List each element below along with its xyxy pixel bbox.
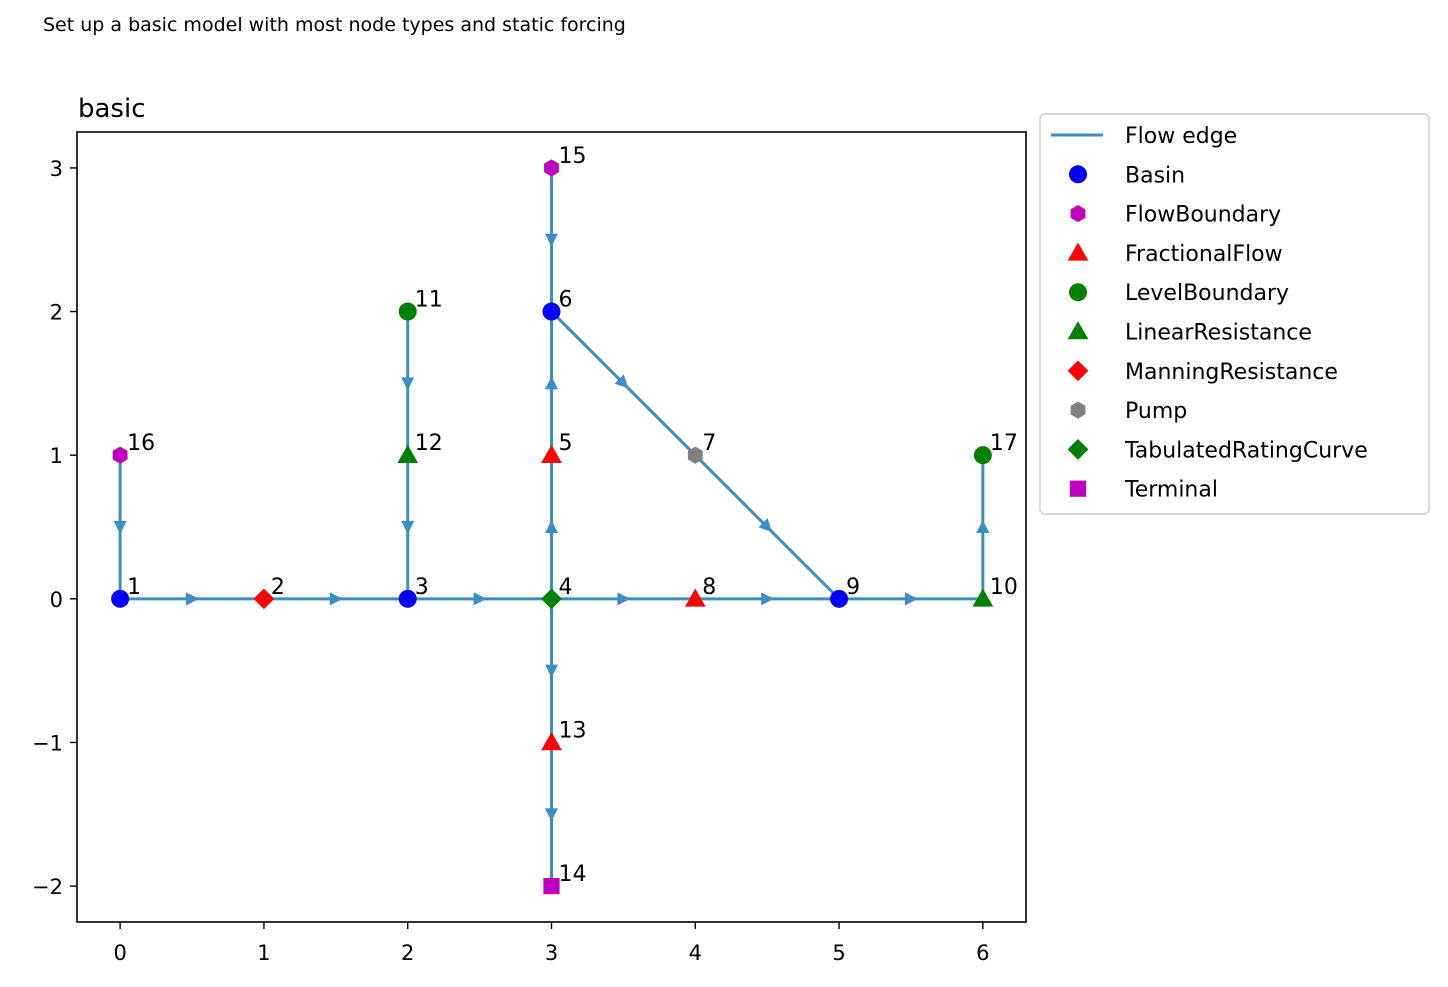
- flow-arrow-icon: [113, 521, 127, 534]
- flow-arrow-icon: [976, 520, 990, 533]
- node-marker: [542, 302, 561, 321]
- y-tick-label: 3: [50, 157, 63, 181]
- edges-layer: [113, 167, 990, 887]
- y-tick-label: 1: [50, 444, 63, 468]
- node-label: 17: [990, 431, 1018, 456]
- flow-arrow-icon: [401, 377, 415, 391]
- flow-arrow-icon: [473, 592, 487, 606]
- node-label: 11: [415, 288, 443, 313]
- node-marker: [541, 588, 562, 610]
- node-marker: [543, 877, 560, 895]
- legend-frame: [1039, 113, 1430, 515]
- legend-marker: [1067, 360, 1089, 382]
- legend-label: TabulatedRatingCurve: [1124, 438, 1368, 463]
- legend-label: Basin: [1125, 163, 1185, 188]
- flow-arrow-icon: [545, 808, 558, 822]
- flow-arrow-icon: [545, 376, 558, 390]
- flow-arrow-icon: [401, 521, 415, 534]
- node-label: 9: [846, 575, 860, 600]
- flow-arrow-icon: [545, 233, 558, 247]
- node-label: 1: [127, 575, 141, 600]
- node-label: 3: [415, 575, 429, 600]
- node-label: 16: [127, 431, 155, 456]
- node-label: 2: [271, 575, 285, 600]
- legend-label: ManningResistance: [1125, 360, 1338, 385]
- node-marker: [541, 444, 562, 463]
- node-marker: [111, 589, 130, 608]
- legend-label: LinearResistance: [1125, 321, 1312, 346]
- legend-label: FlowBoundary: [1125, 203, 1281, 228]
- flow-arrow-icon: [758, 518, 773, 532]
- node-label: 10: [990, 575, 1018, 600]
- flow-arrow-icon: [614, 374, 629, 389]
- node-label: 13: [559, 718, 587, 743]
- node-marker: [112, 446, 128, 464]
- legend-marker: [1067, 439, 1089, 460]
- node-marker: [397, 444, 419, 463]
- y-tick-label: −1: [32, 731, 63, 755]
- nodes-layer: [111, 159, 994, 895]
- node-label: 7: [702, 431, 716, 456]
- node-marker: [541, 732, 562, 751]
- node-label: 5: [559, 431, 573, 456]
- flow-arrow-icon: [545, 664, 558, 678]
- node-label: 15: [559, 144, 587, 169]
- x-tick-label: 0: [113, 941, 126, 965]
- node-marker: [398, 589, 417, 608]
- node-marker: [972, 588, 994, 607]
- node-marker: [253, 588, 275, 610]
- legend-marker: [1067, 242, 1089, 261]
- x-tick-label: 4: [689, 941, 702, 965]
- node-marker: [973, 446, 992, 465]
- legend-label: Terminal: [1124, 478, 1218, 503]
- legend-label: Pump: [1125, 399, 1187, 424]
- node-marker: [687, 446, 703, 464]
- legend: Flow edge Basin FlowBoundary FractionalFlow…: [1039, 113, 1430, 515]
- node-label: 14: [559, 862, 587, 887]
- node-label: 8: [702, 575, 716, 600]
- y-tick-label: 2: [50, 301, 63, 325]
- flow-arrow-icon: [617, 592, 631, 606]
- figure-title: Set up a basic model with most node type…: [43, 14, 626, 36]
- x-tick-label: 6: [976, 941, 989, 965]
- legend-label: LevelBoundary: [1125, 281, 1289, 306]
- node-marker: [544, 159, 559, 177]
- node-marker: [830, 589, 849, 608]
- legend-marker: [1069, 283, 1087, 302]
- x-tick-label: 3: [545, 941, 558, 965]
- flow-arrow-icon: [329, 592, 343, 606]
- node-label: 6: [559, 288, 573, 313]
- node-marker: [398, 302, 417, 321]
- flow-arrow-icon: [761, 592, 775, 606]
- node-label: 4: [559, 575, 573, 600]
- legend-marker: [1069, 165, 1087, 184]
- x-tick-label: 5: [832, 941, 845, 965]
- x-tick-label: 1: [257, 941, 270, 965]
- legend-label: FractionalFlow: [1125, 242, 1283, 267]
- legend-label: Flow edge: [1125, 124, 1237, 149]
- flow-arrow-icon: [904, 592, 918, 606]
- node-marker: [684, 588, 706, 607]
- axes-title: basic: [78, 94, 146, 124]
- y-tick-label: 0: [50, 588, 63, 612]
- x-tick-label: 2: [401, 941, 414, 965]
- legend-marker: [1067, 321, 1089, 340]
- y-tick-label: −2: [32, 875, 63, 899]
- legend-marker: [1069, 480, 1087, 497]
- legend-marker: [1070, 401, 1086, 419]
- flow-arrow-icon: [545, 520, 558, 533]
- node-label: 12: [415, 431, 443, 456]
- flow-arrow-icon: [186, 592, 200, 606]
- legend-marker: [1070, 205, 1086, 223]
